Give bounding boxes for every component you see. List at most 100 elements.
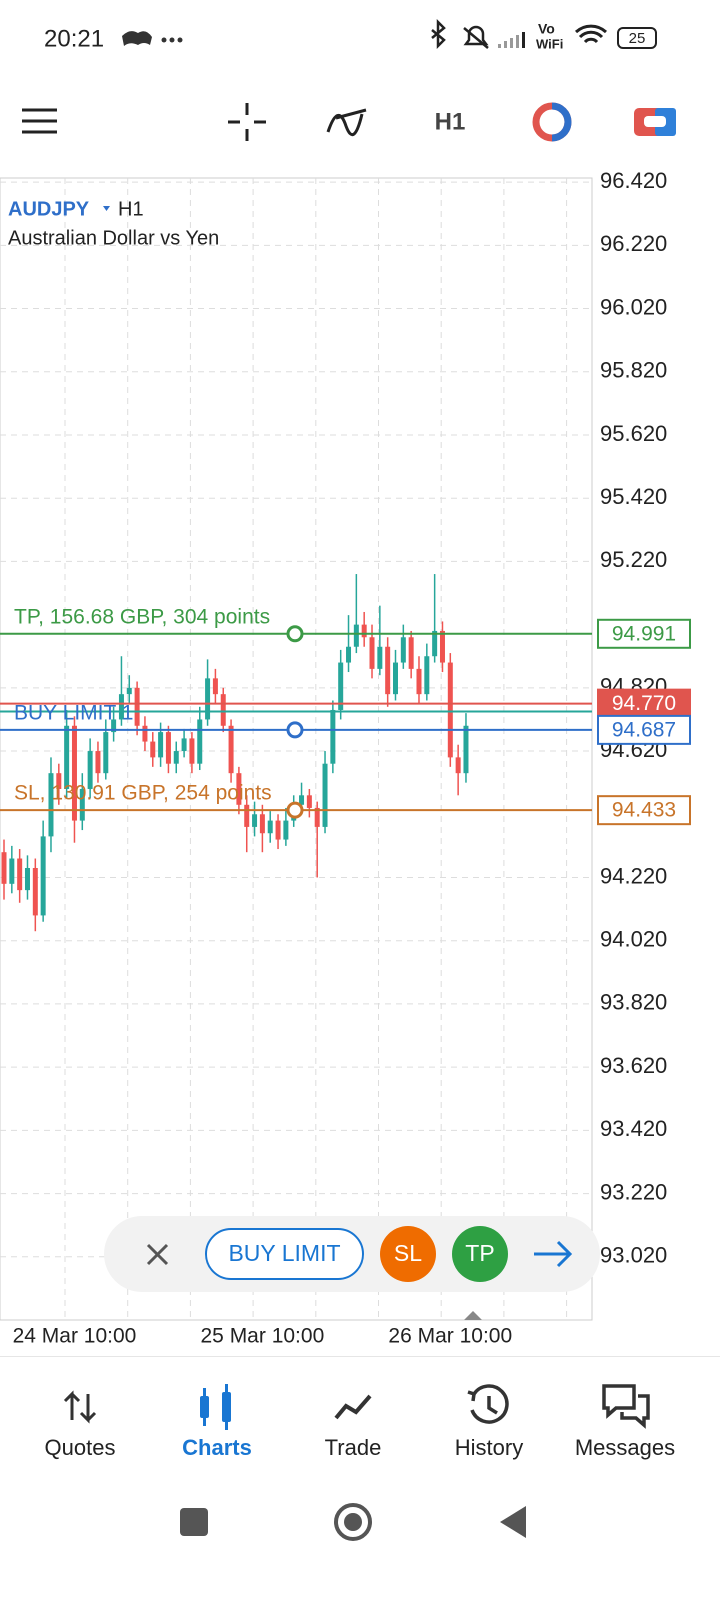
bluetooth-icon [431,18,446,50]
level-label[interactable]: SL, 130.91 GBP, 254 points [14,782,272,805]
nav-item[interactable]: Messages [575,1435,675,1460]
price-tag-label: 94.433 [612,799,676,822]
home-button[interactable] [334,1503,372,1541]
trade-button[interactable] [532,102,572,142]
price-tag [597,618,691,649]
nav-item[interactable]: Charts [182,1435,252,1460]
scroll-handle[interactable] [464,1311,482,1320]
candle-body [393,662,398,695]
candle-body [244,804,250,827]
candle-body [126,687,132,695]
candle-body [220,694,226,726]
candle-body [306,795,312,808]
app-icon [122,31,152,46]
trade-icon [334,1394,372,1420]
dot [169,37,175,43]
candle-body [385,646,391,695]
candle-body [1,852,7,884]
candle-body [158,732,164,758]
level-handle[interactable] [286,801,304,819]
battery-icon [617,27,657,49]
menu-button[interactable] [22,108,57,134]
candle-body [322,763,328,827]
candle-body [71,725,77,821]
y-tick-label: 93.620 [600,1053,667,1078]
y-tick-label: 95.620 [600,421,667,446]
candle-body [212,678,218,695]
place-order-button[interactable] [534,1240,573,1268]
candle-body [416,668,422,695]
candle-body [165,732,171,764]
objects-button[interactable] [634,108,676,136]
candle-body [432,630,438,657]
sl-button[interactable] [380,1226,436,1282]
y-tick-label: 95.420 [600,484,667,509]
dot [161,37,167,43]
level-label[interactable]: BUY LIMIT 1 [14,701,133,724]
close-button[interactable] [146,1243,169,1266]
candle-body [346,646,352,663]
symbol[interactable]: AUDJPY [8,198,90,220]
y-tick-label: 94.020 [600,927,667,952]
candle-body [314,807,320,827]
candle-body [455,757,461,774]
candle-body [87,751,93,789]
candle-body [236,773,242,805]
timeframe-button[interactable]: H1 [435,108,466,135]
candle-body [173,751,179,764]
candle-body [40,836,46,916]
y-tick-label: 96.220 [600,231,667,256]
y-tick-label: 93.420 [600,1116,667,1141]
candle-body [205,678,211,720]
price-tag-label: 94.770 [612,692,676,715]
candle-body [95,751,101,774]
tp-button[interactable] [452,1226,508,1282]
price-tag-label: 94.991 [612,622,676,645]
symbol-description: Australian Dollar vs Yen [8,227,219,249]
candle-body [134,687,140,726]
sl-label: SL [394,1240,422,1266]
nav-item[interactable]: Trade [325,1435,382,1460]
candle-body [118,694,124,720]
level-handle[interactable] [286,721,304,739]
price-tag [597,795,691,826]
battery-level: 25 [629,30,646,47]
y-tick-label: 94.220 [600,863,667,888]
candle-body [64,725,70,789]
indicators-button[interactable] [326,108,367,137]
order-type-button[interactable] [205,1228,364,1280]
charts-icon [200,1384,231,1430]
candle-body [275,820,281,840]
order-type-label: BUY LIMIT [228,1240,340,1266]
x-tick-label: 25 Mar 10:00 [201,1325,325,1348]
back-button[interactable] [500,1506,526,1538]
symbol-dropdown[interactable] [103,206,110,211]
candle-body [283,820,289,840]
level-handle[interactable] [286,625,304,643]
nav-bar: Quotes Charts Trade History Messages [45,1435,676,1460]
candle-body [330,709,336,764]
messages-icon [602,1384,650,1429]
y-tick-label: 93.220 [600,1179,667,1204]
candle-body [439,630,445,663]
candle-body [142,725,148,742]
x-tick-label: 24 Mar 10:00 [13,1325,137,1348]
crosshair-button[interactable] [228,103,266,141]
nav-item[interactable]: Quotes [45,1435,116,1460]
candle-body [361,624,367,638]
candle-body [228,725,234,774]
chart [0,177,593,1321]
nav-item[interactable]: History [455,1435,523,1460]
candle-body [424,656,430,695]
candle-body [267,820,273,834]
candle-body [259,814,265,834]
candle-body [103,732,109,774]
home-button-dot [344,1513,362,1531]
candle-body [400,637,406,663]
recents-button[interactable] [180,1508,208,1536]
price-tag [597,714,691,745]
level-label[interactable]: TP, 156.68 GBP, 304 points [14,605,270,628]
chart-timeframe: H1 [118,198,144,220]
